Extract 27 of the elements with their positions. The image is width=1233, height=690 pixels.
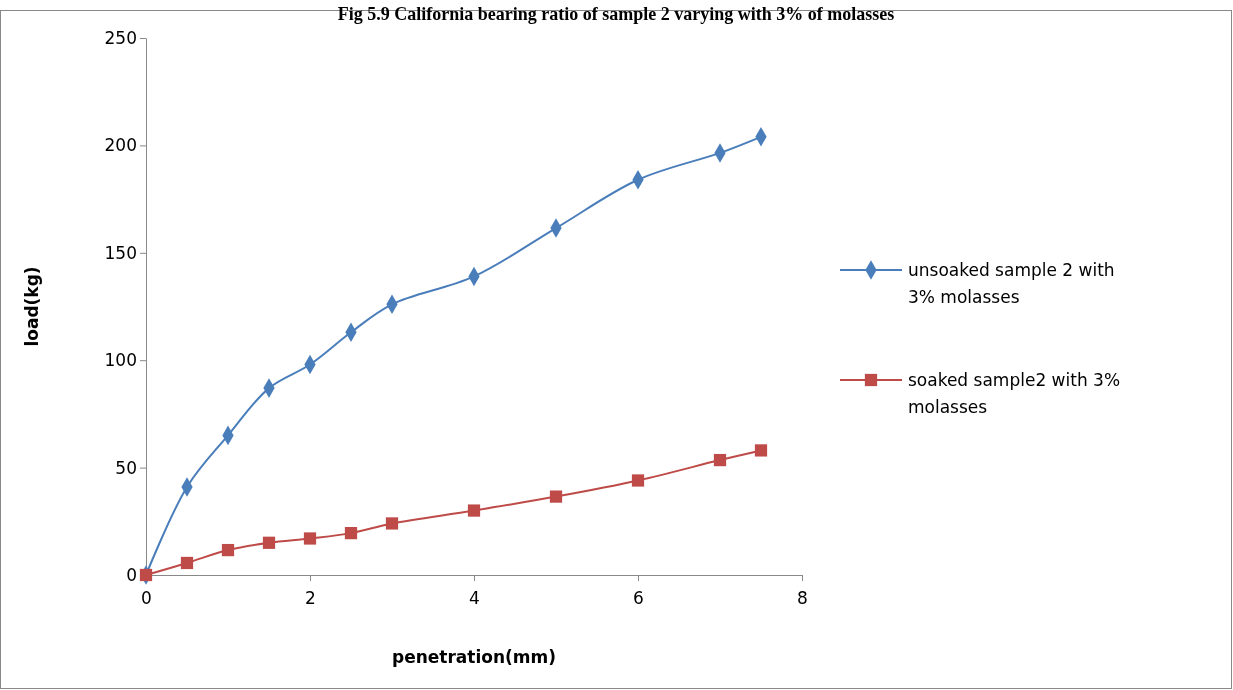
x-tick-label: 4 (469, 588, 480, 609)
point (385, 517, 399, 530)
y-tick-label: 50 (115, 457, 137, 478)
y-tick-label: 150 (104, 242, 137, 263)
point (467, 504, 481, 517)
point (631, 474, 645, 487)
chart-title: Fig 5.9 California bearing ratio of sample 2 varying with 3% of molasses (337, 4, 895, 24)
point (713, 453, 727, 467)
legend-label: unsoaked sample 2 with 3% molasses (908, 260, 1115, 308)
x-tick-label: 2 (305, 588, 316, 609)
point (549, 490, 563, 503)
point (754, 444, 768, 457)
point (303, 532, 317, 545)
x-tick-label: 6 (633, 588, 644, 609)
x-tick-label: 8 (797, 588, 808, 609)
point (221, 543, 235, 557)
y-tick-label: 200 (104, 135, 137, 156)
y-tick-label: 0 (126, 564, 137, 585)
y-axis-title: load(kg) (22, 266, 42, 347)
y-tick-label: 250 (104, 27, 137, 48)
x-tick-label: 0 (141, 588, 152, 609)
legend-label: soaked sample2 with 3% molasses (908, 370, 1121, 418)
y-tick-label: 100 (104, 350, 137, 371)
point (344, 526, 358, 540)
point (180, 556, 194, 570)
point (262, 536, 276, 549)
x-axis-title: penetration(mm) (391, 647, 557, 667)
